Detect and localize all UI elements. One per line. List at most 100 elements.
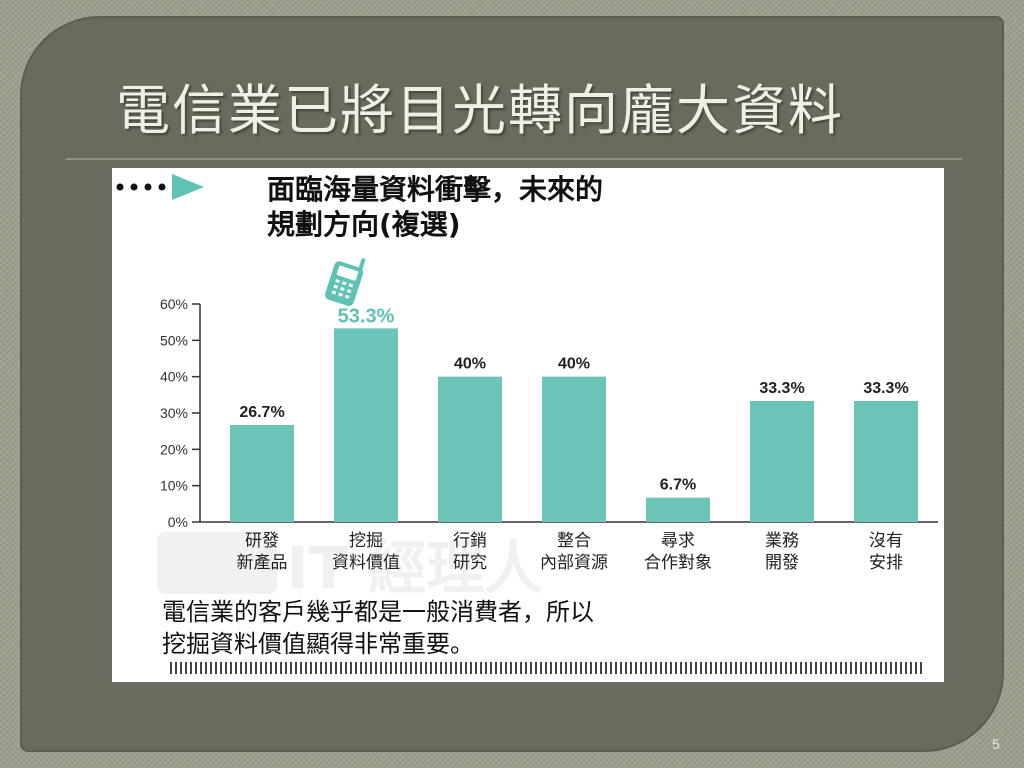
barcode-bar — [860, 662, 862, 674]
barcode-bar — [365, 662, 367, 674]
barcode-bar — [595, 662, 597, 674]
barcode-bar — [750, 662, 752, 674]
barcode-bar — [830, 662, 832, 674]
barcode-bar — [445, 662, 447, 674]
barcode-bar — [615, 662, 617, 674]
barcode-bar — [235, 662, 237, 674]
caption-line-2: 挖掘資料價值顯得非常重要。 — [162, 630, 474, 658]
barcode-bar — [730, 662, 732, 674]
barcode-bar — [195, 662, 197, 674]
barcode-bar — [780, 662, 782, 674]
barcode-bar — [590, 662, 592, 674]
barcode-bar — [600, 662, 602, 674]
barcode-bar — [865, 662, 867, 674]
barcode-bar — [430, 662, 432, 674]
barcode-bar — [315, 662, 317, 674]
barcode-bar — [550, 662, 552, 674]
barcode-bar — [700, 662, 702, 674]
barcode-bar — [535, 662, 537, 674]
barcode-bar — [460, 662, 462, 674]
barcode-bar — [745, 662, 747, 674]
barcode-bar — [305, 662, 307, 674]
barcode-bar — [605, 662, 607, 674]
barcode-bar — [220, 662, 222, 674]
barcode-bar — [890, 662, 892, 674]
y-tick-label: 30% — [160, 405, 188, 421]
bar-chart: 面臨海量資料衝擊，未來的 規劃方向(複選) IT 經理人 0% 10% 20% 30%… — [116, 173, 938, 674]
barcode-bar — [580, 662, 582, 674]
barcode-bar — [840, 662, 842, 674]
barcode-bar — [240, 662, 242, 674]
barcode-bar — [295, 662, 297, 674]
barcode-bar — [820, 662, 822, 674]
barcode-bar — [370, 662, 372, 674]
x-category-label: 資料價值 — [332, 553, 400, 573]
x-category-label: 沒有 — [869, 531, 903, 551]
barcode-bar — [760, 662, 762, 674]
barcode-bar — [425, 662, 427, 674]
barcode-bar — [845, 662, 847, 674]
barcode-bar — [530, 662, 532, 674]
x-category-label: 安排 — [869, 553, 903, 573]
watermark-logo: IT 經理人 — [157, 532, 542, 602]
bar — [750, 401, 814, 522]
barcode-bar — [545, 662, 547, 674]
barcode-bar — [635, 662, 637, 674]
barcode-bar — [720, 662, 722, 674]
chart-panel: 面臨海量資料衝擊，未來的 規劃方向(複選) IT 經理人 0% 10% 20% 30%… — [112, 168, 944, 682]
bar — [646, 497, 710, 522]
barcode-bar — [310, 662, 312, 674]
x-category-label: 業務 — [765, 531, 799, 551]
slide-title: 電信業已將目光轉向龐大資料 — [116, 79, 844, 142]
barcode-bar — [225, 662, 227, 674]
barcode-bar — [735, 662, 737, 674]
barcode-bar — [910, 662, 912, 674]
barcode-bar — [795, 662, 797, 674]
bar-value-label: 53.3% — [338, 305, 395, 327]
barcode-bar — [695, 662, 697, 674]
barcode-bar — [640, 662, 642, 674]
x-category-label: 尋求 — [661, 531, 695, 551]
barcode-bar — [170, 662, 172, 674]
barcode-bar — [385, 662, 387, 674]
barcode-bar — [705, 662, 707, 674]
x-category-label: 研發 — [245, 531, 279, 551]
barcode-bar — [835, 662, 837, 674]
barcode-bar — [770, 662, 772, 674]
barcode-bar — [360, 662, 362, 674]
bar-value-label: 33.3% — [863, 380, 908, 397]
barcode-bar — [665, 662, 667, 674]
barcode-bar — [520, 662, 522, 674]
barcode-bar — [450, 662, 452, 674]
barcode-bar — [405, 662, 407, 674]
barcode-bar — [400, 662, 402, 674]
x-category-label: 新產品 — [237, 553, 288, 573]
barcode-bar — [340, 662, 342, 674]
barcode-bar — [455, 662, 457, 674]
y-axis-tick-labels: 0% 10% 20% 30% 40% 50% 60% — [160, 296, 188, 530]
barcode-bar — [270, 662, 272, 674]
barcode-bar — [495, 662, 497, 674]
barcode-bar — [570, 662, 572, 674]
barcode-bar — [625, 662, 627, 674]
barcode-bar — [230, 662, 232, 674]
barcode-bar — [880, 662, 882, 674]
barcode-bar — [215, 662, 217, 674]
barcode-bar — [810, 662, 812, 674]
barcode-bar — [815, 662, 817, 674]
barcode-bar — [205, 662, 207, 674]
barcode-bar — [690, 662, 692, 674]
barcode-bar — [335, 662, 337, 674]
barcode-bar — [355, 662, 357, 674]
barcode-bar — [680, 662, 682, 674]
barcode-bar — [645, 662, 647, 674]
barcode-strip — [170, 662, 922, 674]
barcode-bar — [415, 662, 417, 674]
bar-value-label: 40% — [454, 356, 486, 373]
barcode-bar — [555, 662, 557, 674]
barcode-bar — [280, 662, 282, 674]
barcode-bar — [265, 662, 267, 674]
barcode-bar — [200, 662, 202, 674]
y-tick-label: 20% — [160, 441, 188, 457]
page-number: 5 — [992, 736, 1000, 752]
